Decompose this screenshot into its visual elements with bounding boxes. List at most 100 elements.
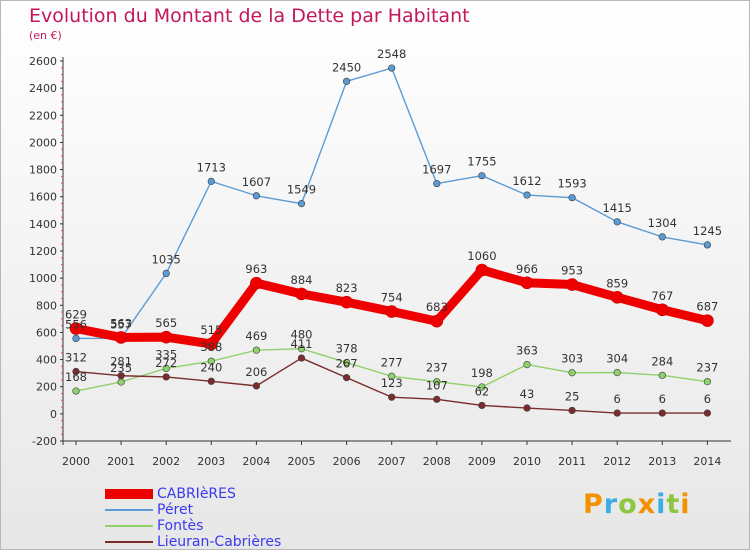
- data-label-cabrieres: 515: [200, 323, 222, 337]
- data-point-cabrieres: [205, 337, 218, 351]
- data-label-fontes: 237: [696, 361, 718, 375]
- y-tick-label: -200: [32, 435, 57, 448]
- legend-swatch: [105, 489, 153, 499]
- data-point-fontes: [162, 364, 170, 372]
- x-tick-label: 2009: [468, 455, 496, 468]
- data-label-peret: 1697: [422, 163, 451, 177]
- x-tick-label: 2010: [513, 455, 541, 468]
- data-point-cabrieres: [430, 314, 444, 328]
- y-tick-label: 2400: [29, 82, 57, 95]
- data-point-peret: [72, 334, 80, 343]
- data-point-peret: [613, 218, 621, 226]
- data-label-lieuran-cabrieres: 240: [200, 360, 222, 374]
- data-label-fontes: 235: [110, 361, 132, 375]
- data-label-lieuran-cabrieres: 206: [245, 365, 267, 379]
- data-point-lieuran-cabrieres: [523, 404, 531, 412]
- data-label-lieuran-cabrieres: 123: [381, 376, 403, 390]
- data-label-lieuran-cabrieres: 62: [475, 384, 490, 398]
- data-label-peret: 1713: [197, 160, 226, 174]
- data-point-fontes: [613, 369, 621, 377]
- data-point-peret: [343, 77, 351, 85]
- data-point-lieuran-cabrieres: [388, 393, 396, 401]
- legend: CABRIèRES Péret Fontès Lieuran-Cabrières: [105, 486, 281, 550]
- data-label-fontes: 388: [200, 340, 222, 354]
- data-point-lieuran-cabrieres: [297, 354, 306, 362]
- data-label-peret: 1245: [693, 224, 722, 238]
- data-point-cabrieres: [475, 263, 489, 277]
- x-tick-label: 2006: [333, 455, 361, 468]
- x-tick-label: 2001: [107, 455, 135, 468]
- data-point-cabrieres: [340, 295, 353, 309]
- data-point-peret: [297, 200, 306, 208]
- data-label-cabrieres: 859: [606, 276, 628, 290]
- data-point-fontes: [117, 378, 125, 386]
- data-label-cabrieres: 767: [651, 289, 673, 303]
- legend-label: Fontès: [157, 518, 204, 534]
- data-point-lieuran-cabrieres: [117, 372, 125, 380]
- data-point-peret: [388, 64, 396, 72]
- data-label-lieuran-cabrieres: 281: [110, 355, 132, 369]
- data-label-fontes: 168: [65, 370, 87, 384]
- data-point-lieuran-cabrieres: [613, 409, 621, 417]
- data-point-peret: [162, 269, 170, 277]
- chart-subtitle: (en €): [29, 29, 62, 42]
- data-point-fontes: [343, 358, 351, 367]
- data-point-fontes: [297, 345, 306, 353]
- data-point-cabrieres: [701, 314, 714, 327]
- y-tick-label: 1000: [29, 272, 57, 285]
- data-label-fontes: 335: [155, 347, 177, 361]
- data-point-cabrieres: [565, 278, 579, 291]
- y-tick-label: 2200: [29, 109, 57, 122]
- data-point-fontes: [252, 346, 260, 354]
- data-label-lieuran-cabrieres: 411: [291, 337, 313, 351]
- y-tick-label: 200: [36, 381, 57, 394]
- data-label-peret: 1593: [557, 177, 586, 191]
- data-point-lieuran-cabrieres: [207, 377, 215, 385]
- data-label-peret: 556: [65, 317, 87, 331]
- data-point-cabrieres: [385, 305, 399, 318]
- legend-swatch: [105, 525, 153, 527]
- data-label-fontes: 304: [606, 352, 628, 366]
- x-tick-label: 2014: [693, 455, 721, 468]
- data-label-fontes: 469: [245, 329, 267, 343]
- data-label-lieuran-cabrieres: 6: [614, 392, 621, 406]
- data-point-cabrieres: [69, 322, 83, 335]
- data-point-lieuran-cabrieres: [162, 373, 170, 381]
- data-point-lieuran-cabrieres: [478, 401, 486, 410]
- data-label-fontes: 237: [426, 361, 448, 375]
- x-tick-label: 2002: [152, 455, 180, 468]
- data-point-cabrieres: [610, 290, 624, 304]
- x-tick-label: 2004: [242, 455, 270, 468]
- x-tick-label: 2012: [603, 455, 631, 468]
- data-point-lieuran-cabrieres: [252, 382, 260, 390]
- data-point-peret: [568, 194, 576, 202]
- x-tick-label: 2008: [423, 455, 451, 468]
- data-label-peret: 557: [110, 317, 132, 331]
- legend-item-cabrieres: CABRIèRES: [105, 486, 281, 502]
- data-label-fontes: 277: [381, 355, 403, 369]
- data-point-cabrieres: [159, 330, 173, 344]
- data-point-fontes: [72, 387, 80, 395]
- data-point-fontes: [658, 371, 666, 379]
- data-label-fontes: 363: [516, 344, 538, 358]
- data-point-peret: [703, 241, 712, 249]
- data-label-lieuran-cabrieres: 6: [659, 392, 666, 406]
- data-label-cabrieres: 563: [110, 316, 132, 330]
- data-point-cabrieres: [114, 331, 128, 344]
- data-point-peret: [658, 233, 666, 241]
- data-label-lieuran-cabrieres: 25: [565, 389, 580, 403]
- data-label-lieuran-cabrieres: 43: [520, 387, 535, 401]
- y-tick-label: 1200: [29, 245, 57, 258]
- y-tick-label: 2600: [29, 55, 57, 68]
- data-label-cabrieres: 565: [155, 316, 177, 330]
- data-point-cabrieres: [295, 287, 308, 301]
- data-point-fontes: [568, 369, 576, 377]
- data-point-lieuran-cabrieres: [433, 395, 441, 403]
- data-point-peret: [523, 191, 531, 199]
- data-label-lieuran-cabrieres: 272: [155, 356, 177, 370]
- data-label-peret: 1035: [152, 252, 181, 266]
- data-point-peret: [433, 179, 441, 188]
- data-label-fontes: 198: [471, 366, 493, 380]
- data-point-lieuran-cabrieres: [343, 374, 351, 382]
